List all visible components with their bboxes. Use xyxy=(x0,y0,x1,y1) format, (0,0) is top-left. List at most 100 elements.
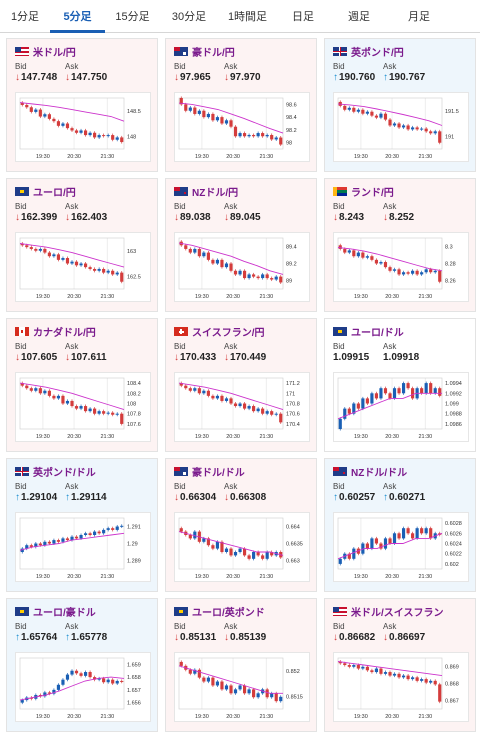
chart-svg: 1.291 1.29 1.289 19:30 20:30 21:30 xyxy=(19,517,141,580)
price-chart[interactable]: 191.5 191 19:30 20:30 21:30 xyxy=(333,92,469,162)
candle xyxy=(343,663,347,666)
currency-pair-link[interactable]: ユーロ/豪ドル xyxy=(33,608,96,619)
rate-panel[interactable]: ランド/円 Bid Ask ↓8.243 ↓8.252 8.3 8.28 8.26 19:30 2… xyxy=(324,178,476,312)
rate-panel[interactable]: ユーロ/ドル Bid Ask 1.09915 1.09918 1.0994 1.0992 1.… xyxy=(324,318,476,452)
candle xyxy=(211,545,215,549)
candle xyxy=(433,131,437,134)
ask-label: Ask xyxy=(224,482,238,491)
candle xyxy=(352,665,356,667)
currency-pair-link[interactable]: 豪ドル/円 xyxy=(192,48,235,59)
bid-value: ↓0.86682 xyxy=(333,632,375,643)
plot-area xyxy=(337,377,443,430)
rate-panel[interactable]: ユーロ/豪ドル Bid Ask ↑1.65764 ↑1.65778 1.659 1.658 1… xyxy=(6,598,158,732)
price-chart[interactable]: 1.659 1.658 1.657 1.656 19:30 20:30 21:30 xyxy=(15,652,151,722)
candle xyxy=(261,133,265,137)
rate-panel[interactable]: 英ポンド/円 Bid Ask ↑190.760 ↑190.767 191.5 191 19:3… xyxy=(324,38,476,172)
tab-0[interactable]: 1分足 xyxy=(10,11,40,23)
rate-panel[interactable]: スイスフラン/円 Bid Ask ↓170.433 ↓170.449 171.2 171 17… xyxy=(165,318,317,452)
price-chart[interactable]: 0.852 0.8515 19:30 20:30 21:30 xyxy=(174,652,310,722)
ask-value: ↑1.29114 xyxy=(65,492,107,503)
plot-area xyxy=(337,517,443,570)
tab-5[interactable]: 日足 xyxy=(292,11,314,23)
x-tick-label: 20:30 xyxy=(226,434,240,440)
candle xyxy=(111,270,115,275)
candle xyxy=(25,104,29,108)
rate-panel[interactable]: NZドル/ドル Bid Ask ↑0.60257 ↑0.60271 0.6028 0.602… xyxy=(324,458,476,592)
ca-flag-icon xyxy=(15,327,29,336)
price-chart[interactable]: 0.664 0.6635 0.663 19:30 20:30 21:30 xyxy=(174,512,310,582)
candle xyxy=(224,263,229,268)
currency-pair-link[interactable]: 英ポンド/円 xyxy=(351,48,404,59)
x-tick-label: 19:30 xyxy=(36,154,50,160)
price-chart[interactable]: 0.869 0.868 0.867 19:30 20:30 21:30 xyxy=(333,652,469,722)
currency-pair-link[interactable]: カナダドル/円 xyxy=(33,328,96,339)
price-chart[interactable]: 1.0994 1.0992 1.099 1.0988 1.0986 19:30 20:30 2… xyxy=(333,372,469,442)
currency-pair-link[interactable]: 米ドル/スイスフラン xyxy=(351,608,444,619)
down-arrow-icon: ↓ xyxy=(174,352,179,363)
bid-label: Bid xyxy=(15,202,27,211)
bid-value: ↓107.605 xyxy=(15,352,57,363)
price-chart[interactable]: 89.4 89.2 89 19:30 20:30 21:30 xyxy=(174,232,310,302)
candle xyxy=(70,261,74,264)
ask-price: 0.85139 xyxy=(230,632,267,643)
candle xyxy=(347,107,351,110)
currency-pair-link[interactable]: スイスフラン/円 xyxy=(192,328,265,339)
price-chart[interactable]: 108.4 108.2 108 107.8 107.6 19:30 20:30 21:30 xyxy=(15,372,151,442)
currency-pair-link[interactable]: ユーロ/円 xyxy=(33,188,76,199)
chart-svg: 0.852 0.8515 19:30 20:30 21:30 xyxy=(178,657,303,720)
candle xyxy=(179,98,183,105)
ask-label: Ask xyxy=(65,342,79,351)
price-chart[interactable]: 171.2 171 170.8 170.6 170.4 19:30 20:30 21:30 xyxy=(174,372,310,442)
y-tick-label: 0.867 xyxy=(445,699,459,705)
tab-6[interactable]: 週足 xyxy=(348,11,370,23)
tab-3[interactable]: 30分足 xyxy=(171,11,207,23)
up-arrow-icon: ↑ xyxy=(333,72,338,83)
currency-pair-link[interactable]: NZドル/ドル xyxy=(351,468,408,479)
price-chart[interactable]: 8.3 8.28 8.26 19:30 20:30 21:30 xyxy=(333,232,469,302)
chart-svg: 171.2 171 170.8 170.6 170.4 19:30 20:30 21:30 xyxy=(178,377,300,440)
bid-label: Bid xyxy=(174,482,186,491)
currency-pair-link[interactable]: ユーロ/英ポンド xyxy=(192,608,265,619)
ask-label: Ask xyxy=(383,342,397,351)
candle xyxy=(338,558,342,564)
ask-value: ↓0.86697 xyxy=(383,632,425,643)
price-chart[interactable]: 163 162.5 19:30 20:30 21:30 xyxy=(15,232,151,302)
candle xyxy=(365,398,369,404)
candle xyxy=(93,268,97,271)
rate-panel[interactable]: カナダドル/円 Bid Ask ↓107.605 ↓107.611 108.4 108.2 1… xyxy=(6,318,158,452)
down-arrow-icon: ↓ xyxy=(383,212,388,223)
tab-7[interactable]: 月足 xyxy=(408,11,430,23)
rate-panel[interactable]: NZドル/円 Bid Ask ↓89.038 ↓89.045 89.4 89.2 89 19:3… xyxy=(165,178,317,312)
ask-label: Ask xyxy=(224,62,238,71)
currency-pair-link[interactable]: NZドル/円 xyxy=(192,188,239,199)
rate-panel[interactable]: 英ポンド/ドル Bid Ask ↑1.29104 ↑1.29114 1.291 1.29 1.… xyxy=(6,458,158,592)
candle xyxy=(29,388,33,391)
plot-area xyxy=(19,97,125,150)
rate-panel[interactable]: 豪ドル/ドル Bid Ask ↓0.66304 ↓0.66308 0.664 0.6635 0… xyxy=(165,458,317,592)
ask-price: 162.403 xyxy=(71,212,108,223)
price-chart[interactable]: 1.291 1.29 1.289 19:30 20:30 21:30 xyxy=(15,512,151,582)
currency-pair-link[interactable]: 米ドル/円 xyxy=(33,48,76,59)
currency-pair-link[interactable]: ユーロ/ドル xyxy=(351,328,404,339)
moving-average-line xyxy=(19,532,125,551)
price-chart[interactable]: 148.5 148 19:30 20:30 21:30 xyxy=(15,92,151,162)
rate-panel[interactable]: 米ドル/スイスフラン Bid Ask ↓0.86682 ↓0.86697 0.869 0.8… xyxy=(324,598,476,732)
candle xyxy=(352,548,356,559)
price-chart[interactable]: 0.6028 0.6026 0.6024 0.6022 0.602 19:30 20:30 2… xyxy=(333,512,469,582)
candle xyxy=(106,412,110,414)
tab-1[interactable]: 5分足 xyxy=(50,0,105,33)
rate-panel[interactable]: 豪ドル/円 Bid Ask ↓97.965 ↓97.970 98.6 98.4 98.2 98 1… xyxy=(165,38,317,172)
candle xyxy=(347,250,351,253)
rate-panel[interactable]: 米ドル/円 Bid Ask ↓147.748 ↓147.750 148.5 148 19:30… xyxy=(6,38,158,172)
tab-2[interactable]: 15分足 xyxy=(115,11,150,23)
currency-pair-link[interactable]: 豪ドル/ドル xyxy=(192,468,245,479)
tab-4[interactable]: 1時間足 xyxy=(227,11,268,23)
rate-panel[interactable]: ユーロ/英ポンド Bid Ask ↓0.85131 ↓0.85139 0.852 0.851… xyxy=(165,598,317,732)
timeframe-tab-bar: 1分足 5分足 15分足 30分足 1時間足 日足 週足 月足 xyxy=(0,0,480,33)
x-tick-label: 21:30 xyxy=(100,574,114,580)
rate-panel[interactable]: ユーロ/円 Bid Ask ↓162.399 ↓162.403 163 162.5 19:30… xyxy=(6,178,158,312)
currency-pair-link[interactable]: 英ポンド/ドル xyxy=(33,468,96,479)
price-chart[interactable]: 98.6 98.4 98.2 98 19:30 20:30 21:30 xyxy=(174,92,310,162)
currency-pair-link[interactable]: ランド/円 xyxy=(351,188,394,199)
bid-value: ↑0.60257 xyxy=(333,492,375,503)
